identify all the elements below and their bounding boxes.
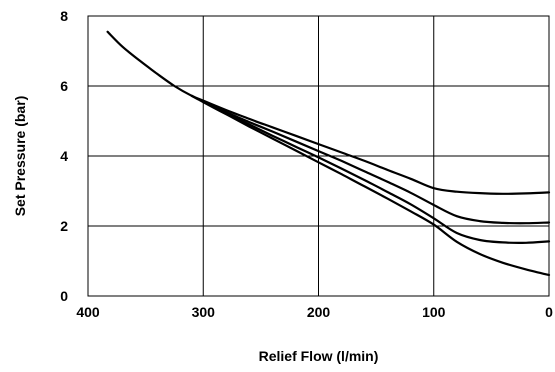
series-line-2 xyxy=(190,94,551,225)
y-tick-label: 0 xyxy=(60,288,68,304)
x-tick-label: 400 xyxy=(76,304,100,320)
y-tick-label: 6 xyxy=(60,78,68,94)
x-axis-label: Relief Flow (l/min) xyxy=(259,348,379,364)
x-tick-label: 200 xyxy=(307,304,331,320)
y-tick-label: 8 xyxy=(60,8,68,24)
tick-labels: 400 300 200 100 0 0 2 4 6 8 xyxy=(60,8,553,320)
plot-frame xyxy=(87,15,550,297)
y-tick-label: 2 xyxy=(60,218,68,234)
x-tick-label: 0 xyxy=(545,304,553,320)
series-lines xyxy=(106,30,551,277)
y-tick-label: 4 xyxy=(60,148,68,164)
x-tick-label: 300 xyxy=(192,304,216,320)
series-line-1 xyxy=(106,30,551,195)
x-tick-label: 100 xyxy=(422,304,446,320)
series-line-4 xyxy=(190,94,551,277)
series-line-3 xyxy=(190,94,551,244)
y-axis-label: Set Pressure (bar) xyxy=(12,96,28,217)
